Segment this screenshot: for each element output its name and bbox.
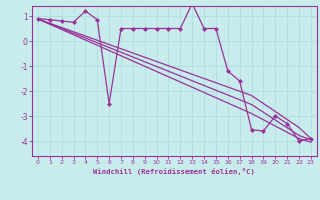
X-axis label: Windchill (Refroidissement éolien,°C): Windchill (Refroidissement éolien,°C)	[93, 168, 255, 175]
